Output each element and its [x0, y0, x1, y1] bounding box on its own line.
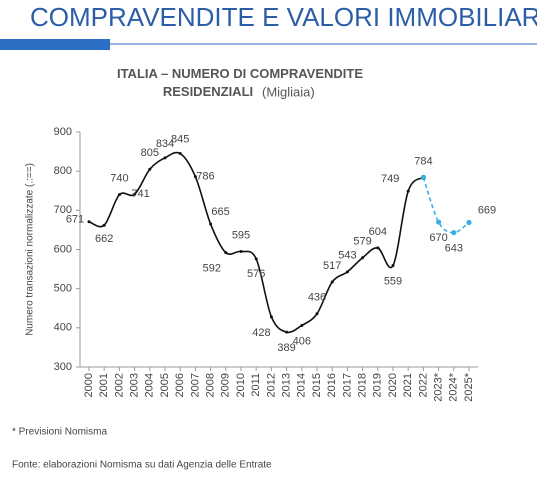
accent-bar: [0, 39, 110, 50]
series-line: [88, 151, 424, 334]
data-label: 389: [277, 342, 295, 354]
x-tick-label: 2010: [235, 373, 247, 397]
point: [361, 256, 365, 260]
data-label: 784: [414, 155, 432, 167]
point: [451, 230, 457, 236]
x-tick-label: 2014: [296, 373, 308, 397]
y-tick-label: 500: [54, 283, 72, 295]
data-label: 786: [196, 171, 214, 183]
x-tick-label: 2019: [372, 373, 384, 397]
y-axis-label: Numero transazioni normalizzate (.:==): [25, 163, 36, 336]
x-tick-label: 2024*: [448, 372, 460, 401]
data-label: 579: [353, 236, 371, 248]
data-label: 805: [141, 147, 159, 159]
point: [330, 280, 334, 284]
y-tick-label: 400: [54, 322, 72, 334]
data-label: 436: [308, 292, 326, 304]
data-label: 604: [369, 226, 387, 238]
point: [285, 330, 289, 334]
x-tick-label: 2013: [281, 373, 293, 397]
point: [224, 251, 228, 255]
point: [391, 264, 395, 268]
x-tick-label: 2007: [189, 373, 201, 397]
data-label: 428: [252, 327, 270, 339]
x-tick-label: 2008: [205, 373, 217, 397]
y-tick-label: 300: [54, 361, 72, 373]
data-label: 662: [95, 233, 113, 245]
data-label: 845: [171, 133, 189, 145]
x-tick-label: 2021: [402, 373, 414, 397]
point: [209, 222, 213, 226]
y-tick-label: 800: [54, 165, 72, 177]
data-label: 559: [384, 275, 402, 287]
x-tick-label: 2006: [174, 373, 186, 397]
x-tick-label: 2016: [326, 373, 338, 397]
point: [133, 192, 137, 196]
point: [254, 257, 258, 261]
x-tick-label: 2025*: [463, 372, 475, 401]
x-tick-label: 2018: [357, 373, 369, 397]
point: [193, 175, 197, 179]
x-tick-label: 2011: [250, 373, 262, 397]
point: [117, 193, 121, 197]
x-tick-label: 2017: [341, 373, 353, 397]
data-label: 669: [478, 204, 496, 216]
data-label: 741: [131, 188, 149, 200]
x-tick-label: 2012: [265, 373, 277, 397]
x-tick-label: 2022: [417, 373, 429, 397]
data-label: 749: [381, 173, 399, 185]
point: [300, 323, 304, 327]
data-label: 643: [445, 243, 463, 255]
series-line: [422, 177, 470, 234]
data-label: 671: [66, 214, 84, 226]
x-tick-label: 2000: [83, 373, 95, 397]
y-tick-label: 600: [54, 243, 72, 255]
data-label: 740: [110, 173, 128, 185]
point: [436, 219, 442, 225]
point: [406, 189, 410, 193]
x-tick-label: 2015: [311, 373, 323, 397]
x-tick-label: 2009: [220, 373, 232, 397]
point: [376, 246, 380, 250]
x-tick-label: 2023*: [433, 372, 445, 401]
y-tick-label: 700: [54, 204, 72, 216]
x-tick-label: 2001: [98, 373, 110, 397]
point: [178, 152, 182, 156]
point: [163, 156, 167, 160]
data-label: 665: [211, 206, 229, 218]
x-tick-label: 2002: [113, 373, 125, 397]
point: [466, 219, 472, 226]
point: [345, 270, 349, 274]
point: [239, 249, 243, 253]
chart-subtitle: (Migliaia): [262, 84, 315, 99]
footnote: * Previsioni Nomisma: [12, 427, 107, 438]
data-label: 592: [203, 263, 221, 275]
data-label: 406: [293, 335, 311, 347]
x-tick-label: 2005: [159, 373, 171, 397]
point: [148, 167, 152, 171]
data-label: 834: [156, 138, 174, 150]
point: [102, 223, 106, 227]
point: [269, 315, 273, 319]
chart-title: ITALIA – NUMERO DI COMPRAVENDITE RESIDENZ…: [117, 66, 363, 99]
x-tick-label: 2020: [387, 373, 399, 397]
x-tick-label: 2004: [144, 373, 156, 397]
page-title: COMPRAVENDITE E VALORI IMMOBILIARI: [30, 2, 537, 32]
point: [315, 312, 319, 316]
point: [87, 220, 91, 224]
data-label: 517: [323, 260, 341, 272]
y-tick-label: 900: [54, 126, 72, 138]
x-tick-label: 2003: [129, 373, 141, 397]
data-label: 576: [247, 268, 265, 280]
data-label: 595: [232, 229, 250, 241]
data-label: 670: [429, 232, 447, 244]
source: Fonte: elaborazioni Nomisma su dati Agen…: [12, 460, 272, 471]
point: [420, 174, 426, 181]
data-label: 543: [338, 250, 356, 262]
